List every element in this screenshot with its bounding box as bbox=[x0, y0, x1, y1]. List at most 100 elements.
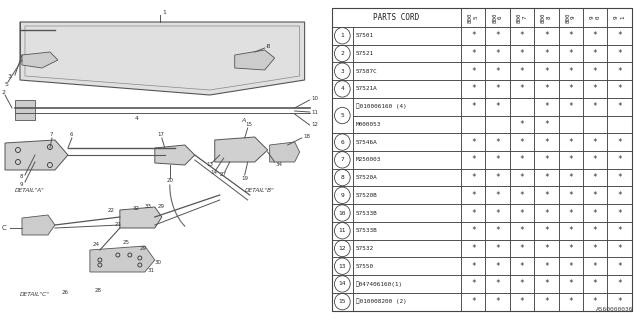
Text: 28: 28 bbox=[95, 287, 102, 292]
Text: *: * bbox=[471, 84, 476, 93]
Text: *: * bbox=[568, 138, 573, 147]
Text: *: * bbox=[471, 226, 476, 235]
Text: *: * bbox=[593, 226, 597, 235]
Bar bbox=[583, 133, 607, 151]
Text: *: * bbox=[495, 49, 500, 58]
Text: *: * bbox=[471, 102, 476, 111]
Text: 57521A: 57521A bbox=[356, 86, 378, 92]
Bar bbox=[461, 27, 485, 44]
Text: *: * bbox=[593, 67, 597, 76]
Text: 4: 4 bbox=[340, 86, 344, 92]
Bar bbox=[534, 293, 559, 310]
Bar bbox=[461, 8, 485, 27]
Bar bbox=[332, 133, 353, 151]
Bar bbox=[583, 62, 607, 80]
Text: 7: 7 bbox=[340, 157, 344, 162]
Bar bbox=[353, 27, 461, 44]
Text: 57532: 57532 bbox=[356, 246, 374, 251]
Text: DETAIL"A": DETAIL"A" bbox=[15, 188, 45, 193]
Bar bbox=[559, 8, 583, 27]
Text: 57501: 57501 bbox=[356, 33, 374, 38]
Bar bbox=[461, 62, 485, 80]
Bar bbox=[461, 80, 485, 98]
Text: *: * bbox=[520, 31, 524, 40]
Text: *: * bbox=[568, 244, 573, 253]
Bar bbox=[607, 293, 632, 310]
Text: 34: 34 bbox=[276, 163, 283, 167]
Bar bbox=[559, 151, 583, 169]
Text: *: * bbox=[544, 138, 548, 147]
Bar bbox=[485, 151, 509, 169]
Text: *: * bbox=[593, 155, 597, 164]
Bar bbox=[332, 8, 461, 27]
Text: *: * bbox=[568, 102, 573, 111]
Text: A: A bbox=[242, 117, 246, 123]
Bar bbox=[332, 204, 353, 222]
Bar bbox=[559, 222, 583, 240]
Text: *: * bbox=[520, 155, 524, 164]
Text: 13: 13 bbox=[207, 163, 214, 167]
Bar bbox=[583, 151, 607, 169]
Bar bbox=[332, 169, 353, 187]
Bar bbox=[534, 257, 559, 275]
Bar bbox=[332, 62, 353, 80]
Text: *: * bbox=[495, 209, 500, 218]
Bar bbox=[607, 204, 632, 222]
Bar bbox=[509, 133, 534, 151]
Text: 15: 15 bbox=[339, 299, 346, 304]
Bar bbox=[583, 116, 607, 133]
Text: *: * bbox=[544, 191, 548, 200]
Text: *: * bbox=[617, 279, 622, 288]
Bar bbox=[607, 257, 632, 275]
Text: *: * bbox=[544, 279, 548, 288]
Text: *: * bbox=[568, 209, 573, 218]
Text: *: * bbox=[544, 49, 548, 58]
Bar bbox=[509, 187, 534, 204]
Text: 12: 12 bbox=[312, 123, 319, 127]
Bar bbox=[583, 44, 607, 62]
Bar bbox=[461, 275, 485, 293]
Text: 800
7: 800 7 bbox=[516, 12, 527, 23]
Bar bbox=[607, 80, 632, 98]
Text: *: * bbox=[544, 297, 548, 306]
Text: *: * bbox=[495, 262, 500, 271]
Bar bbox=[509, 116, 534, 133]
Bar bbox=[583, 8, 607, 27]
Bar bbox=[509, 98, 534, 116]
Text: 14: 14 bbox=[211, 170, 218, 174]
Text: *: * bbox=[593, 209, 597, 218]
Bar bbox=[461, 133, 485, 151]
Text: 11: 11 bbox=[339, 228, 346, 233]
Bar bbox=[332, 257, 353, 275]
Text: *: * bbox=[593, 102, 597, 111]
Text: 7: 7 bbox=[50, 132, 53, 138]
Polygon shape bbox=[22, 215, 55, 235]
Bar bbox=[353, 293, 461, 310]
Bar bbox=[607, 187, 632, 204]
Text: *: * bbox=[495, 138, 500, 147]
Text: 27: 27 bbox=[220, 172, 227, 178]
Text: C: C bbox=[2, 225, 7, 231]
Text: *: * bbox=[544, 102, 548, 111]
Text: DETAIL"C": DETAIL"C" bbox=[20, 292, 50, 298]
Text: *: * bbox=[617, 209, 622, 218]
Bar bbox=[509, 8, 534, 27]
Bar bbox=[607, 169, 632, 187]
Text: *: * bbox=[471, 155, 476, 164]
Bar bbox=[485, 275, 509, 293]
Text: *: * bbox=[617, 49, 622, 58]
Bar bbox=[534, 116, 559, 133]
Text: *: * bbox=[471, 191, 476, 200]
Polygon shape bbox=[120, 207, 162, 228]
Bar bbox=[559, 44, 583, 62]
Text: 19: 19 bbox=[242, 175, 249, 180]
Text: *: * bbox=[471, 67, 476, 76]
Text: *: * bbox=[495, 155, 500, 164]
Polygon shape bbox=[235, 50, 275, 70]
Text: 57520B: 57520B bbox=[356, 193, 378, 198]
Text: 6: 6 bbox=[340, 140, 344, 145]
Text: *: * bbox=[471, 209, 476, 218]
Bar bbox=[509, 151, 534, 169]
Text: *: * bbox=[495, 102, 500, 111]
Text: *: * bbox=[593, 297, 597, 306]
